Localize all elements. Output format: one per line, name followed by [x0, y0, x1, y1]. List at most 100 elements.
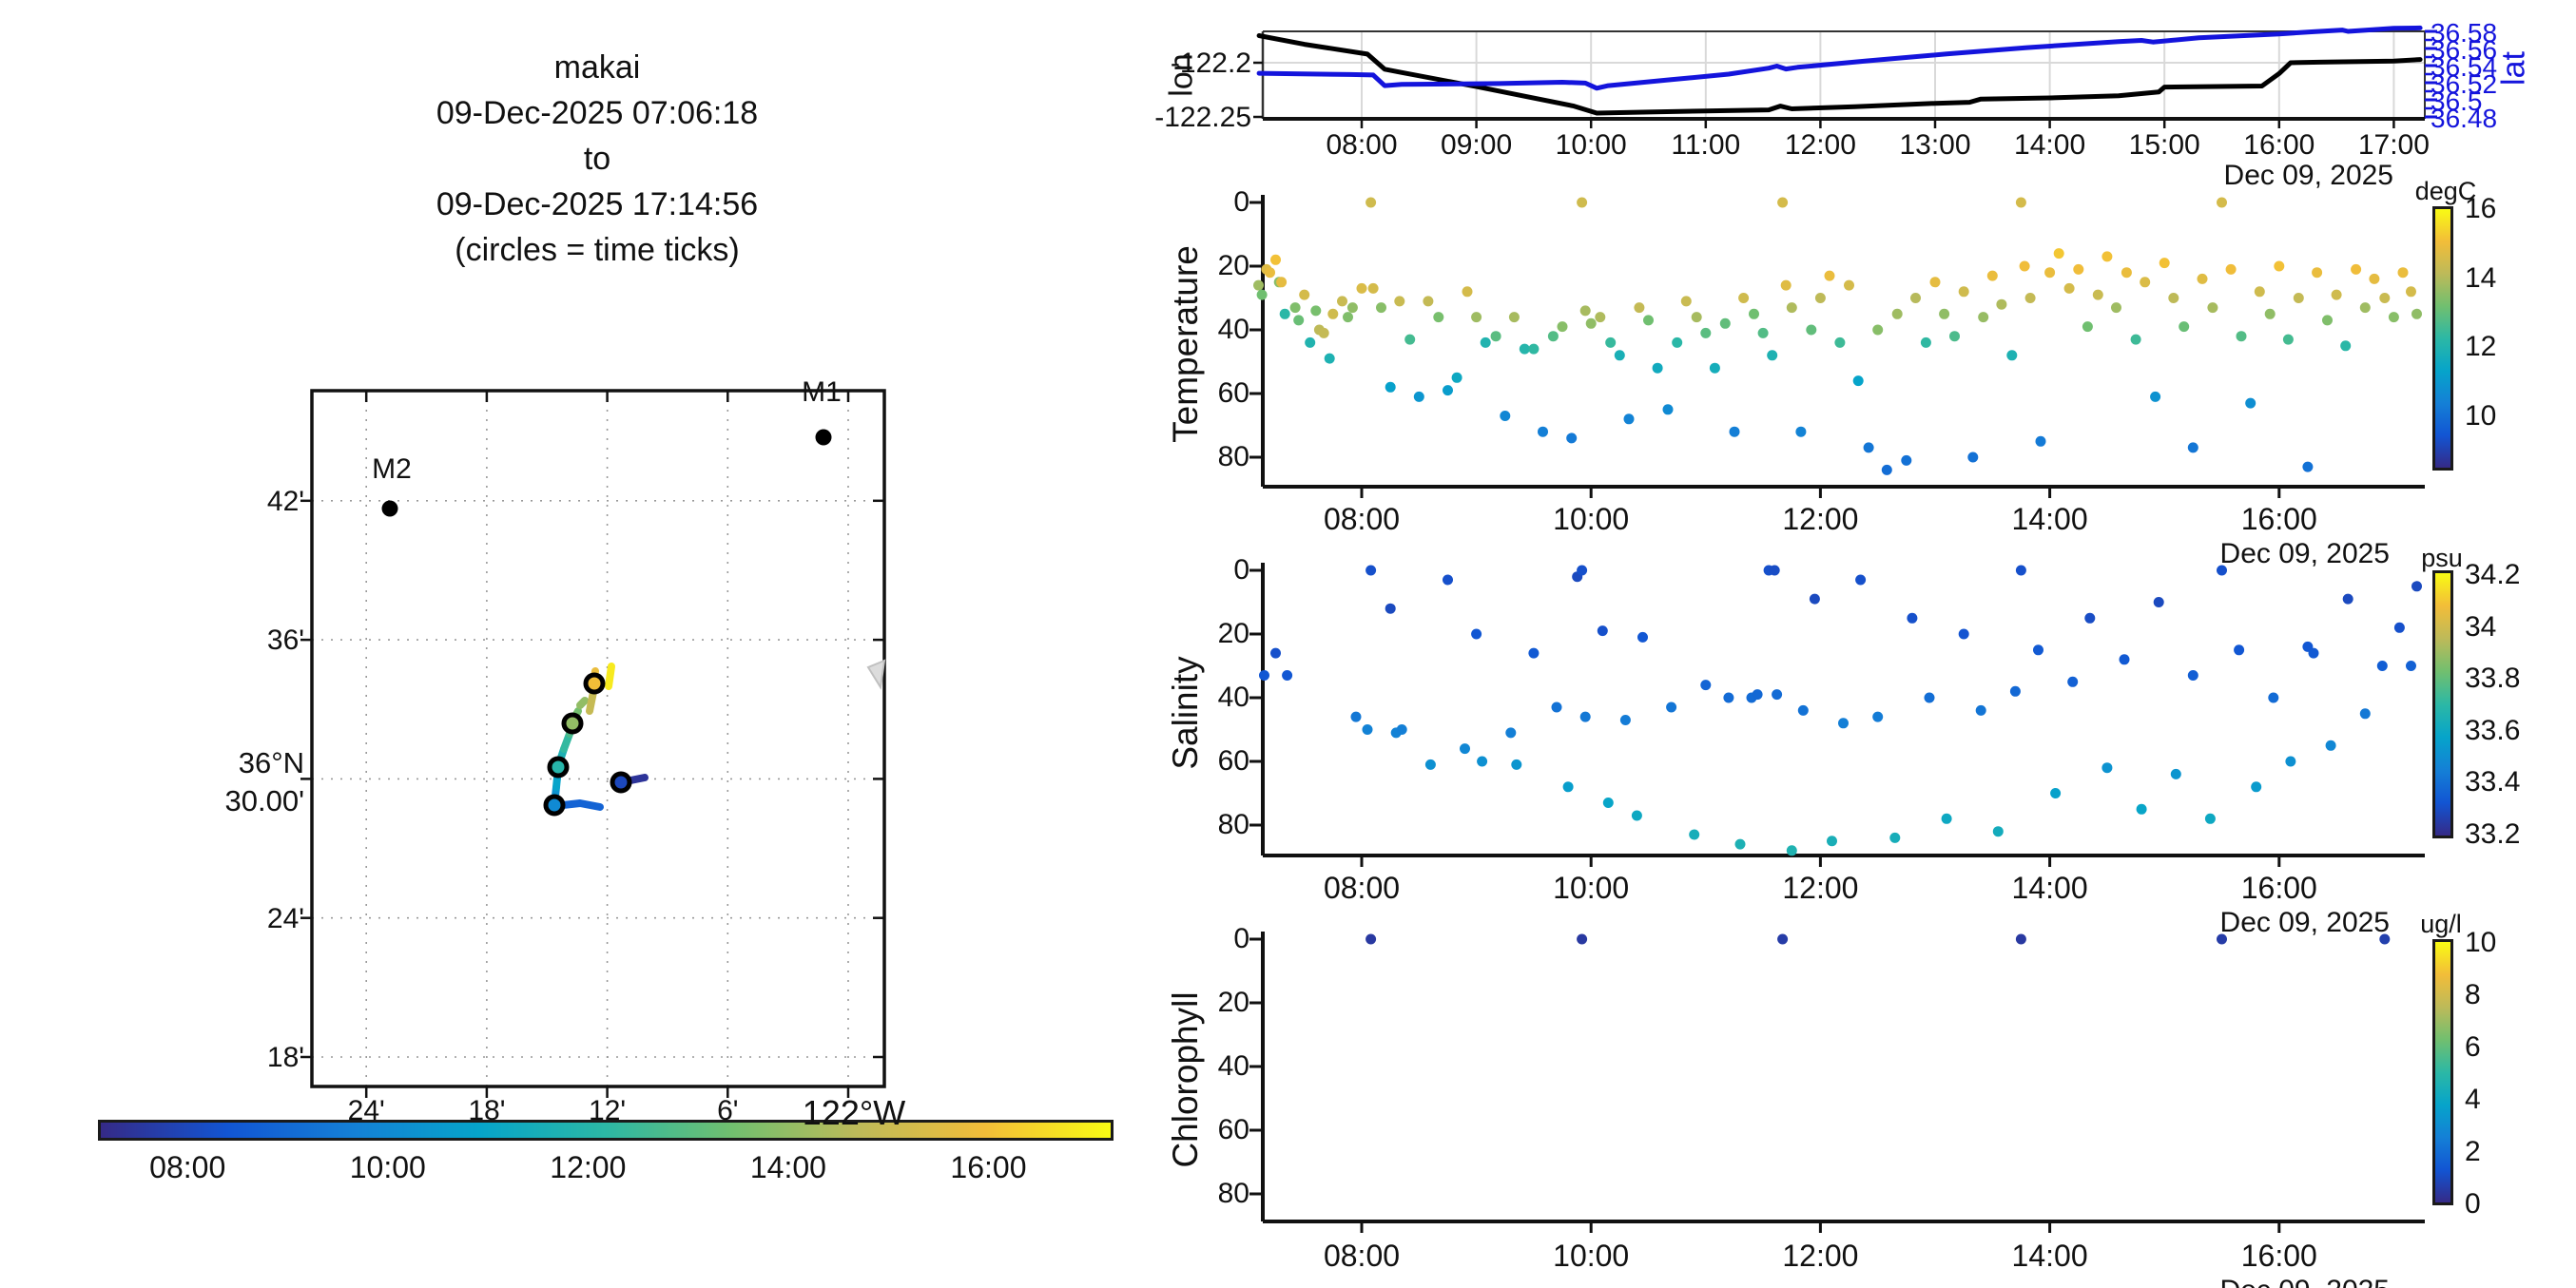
chlorophyll-colorbar-unit: ug/l	[2420, 910, 2462, 938]
temperature-point	[2179, 321, 2190, 333]
nav-lon-tick--122.2: -122.2	[1170, 48, 1251, 79]
temperature-point	[2197, 273, 2208, 284]
map-colorbar-time-10:00: 10:00	[349, 1150, 426, 1184]
temperature-ytick-80: 80	[1217, 441, 1249, 472]
temperature-point	[1343, 312, 1353, 323]
salinity-ytick-0: 0	[1233, 554, 1249, 586]
nav-lat-tick-36.54: 36.54	[2431, 52, 2498, 82]
salinity-colorbar	[2432, 570, 2453, 838]
salinity-point	[1362, 724, 1373, 735]
chlorophyll-ylabel: Chlorophyll	[1166, 991, 1205, 1168]
temperature-point	[1265, 267, 1275, 279]
salinity-point	[2009, 685, 2021, 697]
salinity-point	[2359, 708, 2371, 720]
temperature-point	[1404, 334, 1416, 345]
salinity-point	[1975, 704, 1986, 716]
salinity-point	[1511, 759, 1522, 770]
nav-lat-tick-36.52: 36.52	[2431, 69, 2498, 99]
temperature-point	[1279, 308, 1290, 319]
nav-ylabel-lat: lat	[2495, 51, 2532, 86]
temperature-point	[1834, 336, 1846, 348]
salinity-point	[1889, 832, 1901, 843]
temperature-point	[2015, 197, 2026, 208]
chlorophyll-cbtick-6: 6	[2465, 1031, 2481, 1063]
mission-end-time: 09-Dec-2025 17:14:56	[436, 186, 759, 222]
temperature-point	[1614, 350, 1625, 361]
salinity-point	[2067, 676, 2079, 687]
temperature-cbtick-14: 14	[2465, 261, 2497, 294]
temperature-point	[1528, 343, 1540, 355]
temperature-point	[1767, 350, 1778, 361]
temperature-point	[1367, 282, 1379, 294]
salinity-cbtick-33.6: 33.6	[2465, 714, 2521, 746]
temperature-point	[2264, 308, 2276, 319]
salinity-point	[1577, 565, 1588, 576]
temperature-colorbar	[2432, 206, 2453, 471]
salinity-xtick-16:00: 16:00	[2240, 871, 2317, 905]
chlorophyll-date-label: Dec 09, 2025	[2220, 1275, 2390, 1288]
temperature-point	[2225, 263, 2237, 275]
temperature-point	[1337, 296, 1347, 307]
salinity-point	[1752, 689, 1763, 701]
salinity-point	[1597, 625, 1608, 637]
salinity-point	[1562, 781, 1574, 793]
temperature-point	[2053, 248, 2064, 260]
temperature-point	[2130, 334, 2141, 345]
temperature-point	[1634, 302, 1645, 314]
salinity-point	[2268, 692, 2279, 703]
salinity-point	[2411, 581, 2422, 592]
salinity-point	[1471, 628, 1482, 640]
salinity-xtick-08:00: 08:00	[1323, 871, 1401, 905]
temperature-point	[1814, 293, 1826, 303]
temperature-point	[1376, 302, 1386, 314]
salinity-point	[1477, 756, 1488, 767]
temperature-point	[1795, 426, 1807, 437]
temperature-point	[1595, 312, 1606, 323]
salinity-point	[2033, 644, 2043, 656]
temperature-point	[1967, 452, 1979, 463]
temperature-point	[2044, 267, 2056, 279]
map-edge-triangle-icon	[866, 659, 886, 690]
salinity-point	[2136, 803, 2147, 815]
temperature-point	[2397, 267, 2409, 279]
temperature-point	[1346, 302, 1358, 314]
temperature-point	[1547, 331, 1559, 342]
salinity-point	[1666, 702, 1677, 713]
temperature-point	[1652, 362, 1663, 374]
temperature-point	[1786, 302, 1797, 314]
chlorophyll-xtick-14:00: 14:00	[2011, 1239, 2088, 1273]
temperature-colorbar-unit: degC	[2414, 177, 2477, 205]
salinity-point	[1631, 810, 1642, 821]
chlorophyll-cbtick-2: 2	[2465, 1136, 2481, 1167]
map-lon-tick-18': 18'	[468, 1095, 506, 1126]
time-tick-circle-14	[561, 712, 584, 735]
salinity-point	[1385, 603, 1396, 614]
chlorophyll-ytick-80: 80	[1217, 1178, 1249, 1209]
nav-xtick-09:00: 09:00	[1441, 129, 1513, 161]
salinity-point	[2015, 565, 2026, 576]
temperature-point	[1394, 296, 1405, 307]
temperature-point	[2331, 289, 2342, 300]
salinity-point	[1637, 631, 1648, 643]
temperature-point	[1623, 413, 1635, 425]
title-note-circles: (circles = time ticks)	[455, 232, 740, 268]
chlorophyll-point	[1577, 933, 1588, 945]
temperature-point	[1310, 305, 1322, 317]
temperature-point	[1423, 296, 1434, 307]
temperature-point	[1806, 324, 1817, 336]
salinity-point	[1443, 574, 1453, 586]
salinity-point	[1259, 670, 1269, 681]
salinity-point	[2153, 597, 2164, 607]
temperature-xtick-14:00: 14:00	[2011, 502, 2088, 536]
temperature-point	[1777, 197, 1789, 208]
map-colorbar-time-12:00: 12:00	[550, 1150, 627, 1184]
temperature-point	[1949, 331, 1960, 342]
nav-xtick-16:00: 16:00	[2243, 129, 2315, 161]
mooring-dot-M1	[815, 429, 832, 446]
temperature-ytick-20: 20	[1217, 250, 1249, 281]
temperature-point	[1585, 317, 1597, 329]
temperature-point	[1996, 298, 2007, 310]
temperature-point	[2282, 334, 2294, 345]
temperature-point	[2111, 302, 2121, 314]
salinity-point	[1602, 798, 1614, 808]
